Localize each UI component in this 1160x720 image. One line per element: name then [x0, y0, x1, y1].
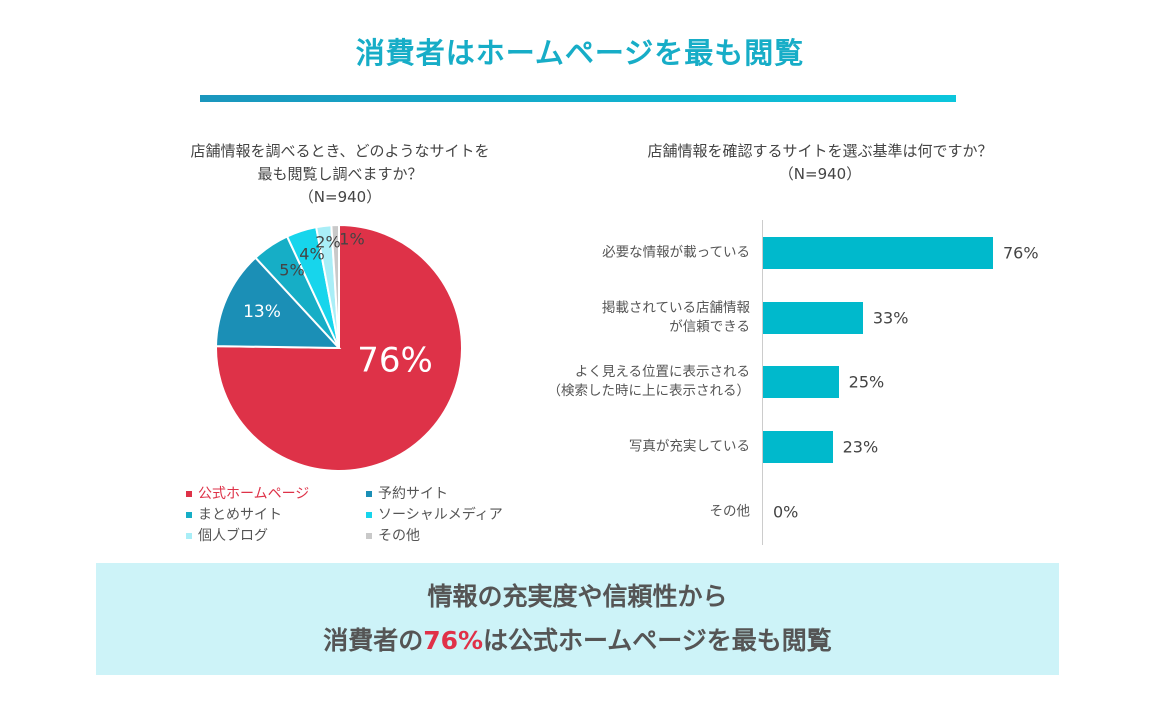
- legend-label: 公式ホームページ: [198, 486, 310, 502]
- bar: [763, 301, 863, 334]
- bar: [763, 431, 833, 464]
- legend-item: ソーシャルメディア: [366, 504, 503, 524]
- bar-category-label: 必要な情報が載っている: [602, 244, 750, 263]
- bar-title-line: （N=940）: [778, 165, 862, 183]
- bar-data-label: 23%: [842, 437, 879, 457]
- pie-slice: [330, 223, 340, 349]
- summary-line-1: 情報の充実度や信頼性から: [427, 582, 728, 611]
- legend-label: その他: [378, 528, 420, 544]
- legend-label: 予約サイト: [378, 486, 448, 502]
- bar-data-label: 25%: [848, 372, 885, 392]
- category-line: その他: [709, 503, 751, 520]
- pie-title-line: （N=940）: [298, 188, 382, 206]
- bar-data-label: 33%: [872, 308, 909, 328]
- category-line: が信頼できる: [669, 318, 750, 335]
- legend-item: その他: [366, 525, 420, 545]
- bar: [763, 237, 993, 269]
- bar-chart-title: 店舗情報を確認するサイトを選ぶ基準は何ですか？ （N=940）: [580, 140, 1060, 186]
- legend-label: 個人ブログ: [198, 528, 268, 544]
- bar: [763, 366, 839, 399]
- bar-title-line: 店舗情報を確認するサイトを選ぶ基準は何ですか？: [647, 142, 993, 160]
- bar-data-label: 0%: [773, 502, 799, 522]
- category-line: 必要な情報が載っている: [602, 244, 750, 261]
- legend-swatch: [186, 491, 192, 497]
- title-underline: [200, 95, 956, 102]
- legend-swatch: [186, 512, 192, 518]
- pie-chart-title: 店舗情報を調べるとき、どのようなサイトを 最も閲覧し調べますか？ （N=940）: [160, 140, 520, 209]
- pie-title-line: 店舗情報を調べるとき、どのようなサイトを: [190, 142, 490, 160]
- summary-text: 消費者の: [323, 626, 424, 655]
- pie-data-label: 13%: [243, 302, 281, 322]
- summary-highlight: 76%: [423, 626, 484, 655]
- legend-item: 予約サイト: [366, 483, 448, 503]
- pie-data-label: 76%: [357, 341, 433, 381]
- legend-swatch: [186, 533, 192, 539]
- bar-category-label: 写真が充実している: [629, 438, 750, 457]
- summary-line-2: 消費者の76%は公式ホームページを最も閲覧: [96, 619, 1059, 663]
- pie-slice: [214, 256, 342, 350]
- pie-title-line: 最も閲覧し調べますか？: [257, 165, 423, 183]
- legend-item: 個人ブログ: [186, 525, 268, 545]
- pie-data-label: 1%: [339, 230, 364, 249]
- bar-data-label: 76%: [1003, 243, 1039, 263]
- category-line: 掲載されている店舗情報: [601, 299, 750, 316]
- bar-category-label: その他: [710, 502, 751, 521]
- page-title: 消費者はホームページを最も閲覧: [355, 36, 805, 70]
- bar-axis: [762, 220, 763, 545]
- bar-category-label: よく見える位置に表示される （検索した時に上に表示される）: [548, 363, 751, 401]
- category-line: 写真が充実している: [628, 438, 750, 455]
- legend-swatch: [366, 512, 372, 518]
- legend-item: 公式ホームページ: [186, 483, 309, 503]
- bar-category-label: 掲載されている店舗情報が信頼できる: [602, 299, 750, 337]
- legend-item: まとめサイト: [186, 504, 282, 524]
- legend-swatch: [366, 491, 372, 497]
- summary-text: は公式ホームページを最も閲覧: [483, 626, 832, 655]
- legend-label: ソーシャルメディア: [378, 507, 503, 523]
- pie-data-label: 5%: [279, 261, 304, 280]
- legend-swatch: [366, 533, 372, 539]
- category-line: よく見える位置に表示される: [574, 364, 750, 381]
- category-line: （検索した時に上に表示される）: [547, 383, 751, 400]
- summary-box: 情報の充実度や信頼性から 消費者の76%は公式ホームページを最も閲覧: [96, 563, 1059, 675]
- pie-data-label: 2%: [315, 233, 340, 252]
- legend-label: まとめサイト: [198, 507, 282, 523]
- pie-data-label: 4%: [299, 245, 324, 264]
